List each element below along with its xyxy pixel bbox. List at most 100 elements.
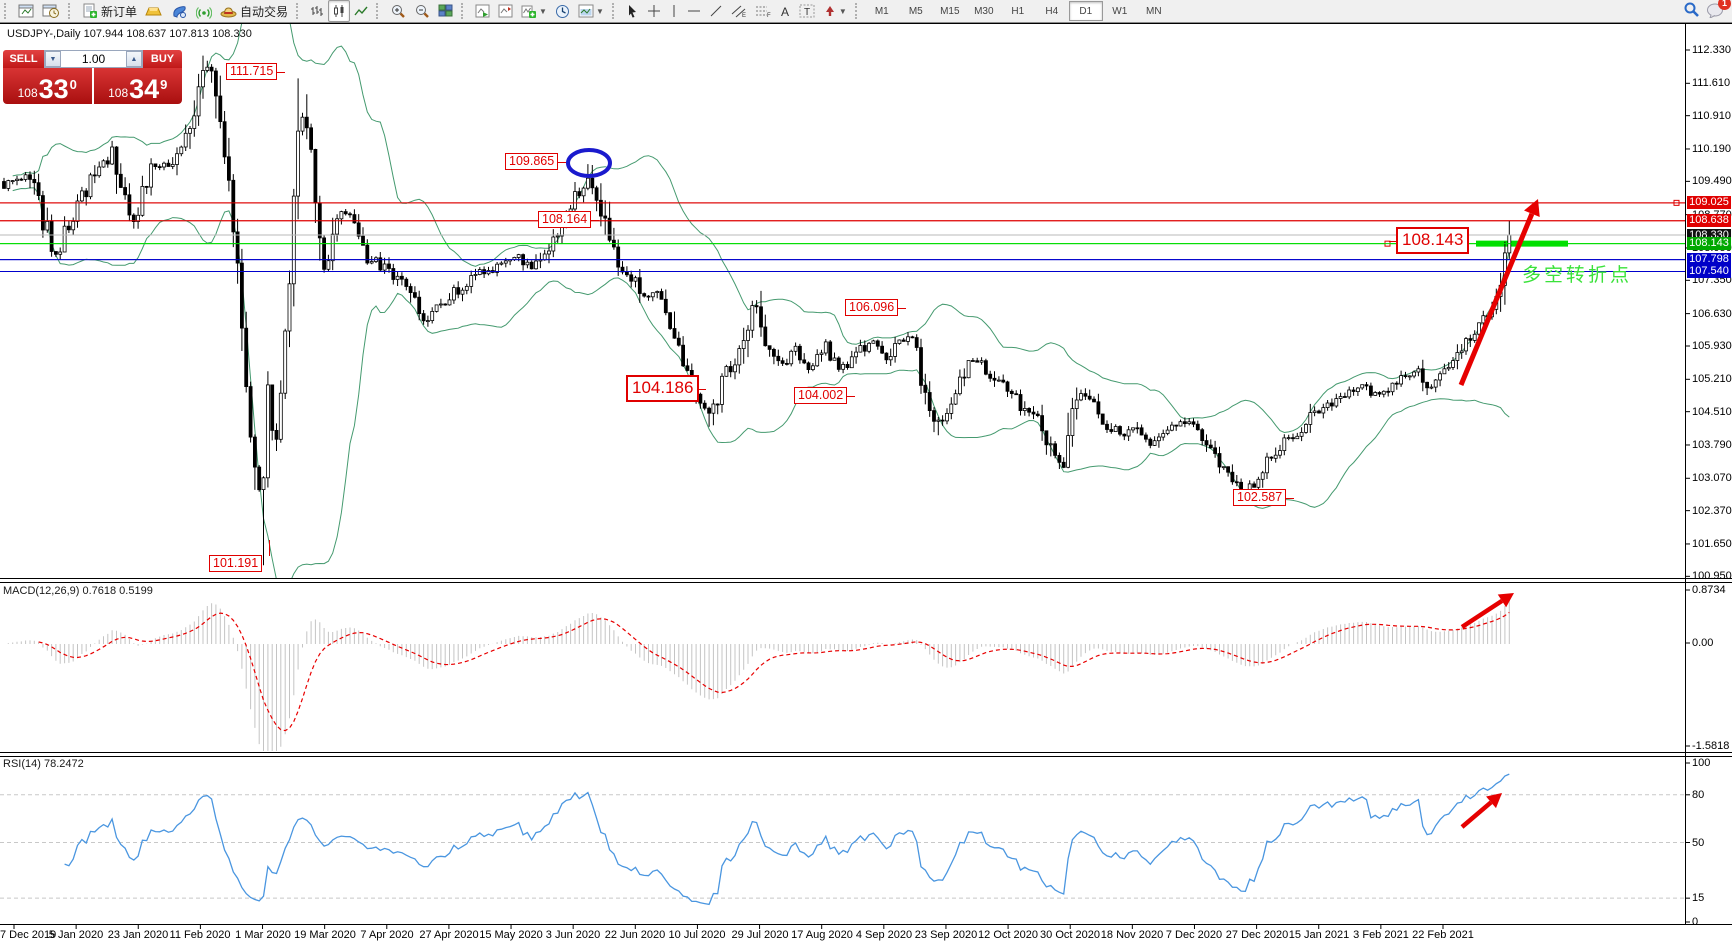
sell-button[interactable]: SELL bbox=[3, 50, 44, 68]
signals-button[interactable] bbox=[192, 0, 216, 22]
search-icon[interactable] bbox=[1683, 1, 1700, 21]
new-order-button[interactable]: 新订单 bbox=[78, 0, 141, 22]
new-order-icon bbox=[82, 3, 98, 19]
date-axis-label: 10 Jul 2020 bbox=[668, 929, 726, 941]
text-tool-button[interactable]: A bbox=[775, 0, 795, 22]
price-tag: 108.143 bbox=[1687, 237, 1731, 250]
trendline-icon bbox=[709, 4, 723, 18]
price-annotation[interactable]: 111.715 bbox=[226, 63, 286, 80]
zoom-in-button[interactable] bbox=[386, 0, 410, 22]
vertical-line-icon bbox=[669, 4, 679, 18]
date-axis-label: 7 Apr 2020 bbox=[360, 929, 414, 941]
label-tool-button[interactable]: T bbox=[795, 0, 819, 22]
date-axis-label: 29 Jul 2020 bbox=[731, 929, 789, 941]
text-label-icon: T bbox=[799, 4, 815, 18]
timeframe-m5[interactable]: M5 bbox=[908, 5, 923, 17]
autotrading-label: 自动交易 bbox=[240, 4, 289, 19]
price-axis-tick: 105.930 bbox=[1692, 340, 1732, 352]
chat-button[interactable]: 1 bbox=[1706, 0, 1731, 21]
timeframe-m30[interactable]: M30 bbox=[974, 5, 994, 17]
svg-text:F: F bbox=[767, 13, 771, 18]
zoom-out-button[interactable] bbox=[410, 0, 434, 22]
price-tag: 107.540 bbox=[1687, 265, 1731, 278]
macd-axis-tick: 0.8734 bbox=[1692, 584, 1726, 596]
price-annotation[interactable]: 104.002 bbox=[794, 387, 856, 404]
toolbar-grip bbox=[611, 3, 619, 19]
arrows-tool-button[interactable]: ▼ bbox=[819, 0, 851, 22]
date-axis-label: 4 Sep 2020 bbox=[855, 929, 913, 941]
auto-scroll-button[interactable] bbox=[471, 0, 494, 22]
timeframe-m1[interactable]: M1 bbox=[874, 5, 889, 17]
vertical-line-tool-button[interactable] bbox=[665, 0, 683, 22]
channel-tool-button[interactable]: E bbox=[727, 0, 751, 22]
market-button[interactable] bbox=[141, 0, 167, 22]
timeframe-d1[interactable]: D1 bbox=[1068, 1, 1103, 21]
price-annotation[interactable]: 106.096 bbox=[845, 299, 907, 316]
date-axis-label: 30 Oct 2020 bbox=[1040, 929, 1100, 941]
date-axis-label: 7 Dec 2020 bbox=[1165, 929, 1223, 941]
buy-button[interactable]: BUY bbox=[143, 50, 182, 68]
line-chart-button[interactable] bbox=[350, 0, 372, 22]
date-axis-label: 11 Feb 2020 bbox=[169, 929, 231, 941]
indicators-button[interactable]: ▼ bbox=[517, 0, 551, 22]
templates-icon bbox=[578, 4, 594, 18]
price-axis-tick: 100.950 bbox=[1692, 570, 1732, 582]
crosshair-tool-button[interactable] bbox=[643, 0, 665, 22]
new-chart-button[interactable] bbox=[14, 0, 38, 22]
price-annotation[interactable]: 104.186 bbox=[626, 375, 707, 402]
profiles-button[interactable] bbox=[38, 0, 64, 22]
volume-field: ▼ 1.00 ▲ bbox=[44, 50, 143, 68]
timeframe-h1[interactable]: H1 bbox=[1011, 5, 1025, 17]
buy-price-prefix: 108 bbox=[108, 86, 129, 100]
date-axis-label: 23 Jan 2020 bbox=[107, 929, 169, 941]
candlestick-chart-button[interactable] bbox=[328, 0, 351, 22]
price-tag: 107.798 bbox=[1687, 253, 1731, 266]
toolbar-grip bbox=[68, 3, 75, 19]
macd-axis-tick: -1.5818 bbox=[1692, 740, 1730, 752]
period-button[interactable] bbox=[551, 0, 574, 22]
dropdown-caret-icon: ▼ bbox=[595, 6, 604, 16]
timeframe-w1[interactable]: W1 bbox=[1112, 5, 1128, 17]
chat-icon bbox=[1706, 3, 1724, 21]
metaeditor-button[interactable] bbox=[167, 0, 192, 22]
sell-price[interactable]: 108 33 0 bbox=[3, 68, 92, 104]
clock-icon bbox=[555, 4, 570, 19]
crosshair-icon bbox=[647, 4, 661, 18]
tile-windows-icon bbox=[438, 4, 453, 18]
tile-windows-button[interactable] bbox=[434, 0, 457, 22]
bar-chart-button[interactable] bbox=[306, 0, 328, 22]
volume-down-button[interactable]: ▼ bbox=[45, 51, 61, 67]
timeframe-h4[interactable]: H4 bbox=[1045, 5, 1059, 17]
svg-text:A: A bbox=[781, 5, 789, 18]
timeframe-m15[interactable]: M15 bbox=[940, 5, 960, 17]
fibonacci-icon: F bbox=[755, 4, 771, 18]
volume-up-button[interactable]: ▲ bbox=[126, 51, 142, 67]
chart-shift-icon bbox=[498, 4, 513, 18]
autotrading-button[interactable]: 自动交易 bbox=[216, 0, 292, 22]
price-annotation[interactable]: 108.164 bbox=[538, 211, 600, 228]
date-axis-label: 23 Sep 2020 bbox=[914, 929, 978, 941]
trendline-tool-button[interactable] bbox=[705, 0, 727, 22]
volume-value[interactable]: 1.00 bbox=[81, 52, 106, 66]
toolbar-grip bbox=[296, 3, 303, 19]
price-annotation[interactable]: 109.865 bbox=[505, 153, 567, 170]
price-annotation[interactable]: 108.143 bbox=[1389, 227, 1470, 254]
fibonacci-tool-button[interactable]: F bbox=[751, 0, 775, 22]
line-chart-icon bbox=[354, 4, 368, 18]
price-axis-tick: 110.910 bbox=[1692, 110, 1731, 122]
price-annotation[interactable]: 102.587 bbox=[1233, 489, 1295, 506]
date-axis-label: 1 Mar 2020 bbox=[235, 929, 291, 941]
horizontal-line-tool-button[interactable] bbox=[683, 0, 705, 22]
templates-button[interactable]: ▼ bbox=[574, 0, 608, 22]
date-axis-label: 12 Oct 2020 bbox=[978, 929, 1038, 941]
chart-shift-button[interactable] bbox=[494, 0, 517, 22]
timeframe-mn[interactable]: MN bbox=[1146, 5, 1162, 17]
buy-price[interactable]: 108 34 9 bbox=[93, 68, 182, 104]
date-axis-label: 5 Jan 2020 bbox=[48, 929, 104, 941]
price-annotation[interactable]: 101.191 bbox=[209, 540, 271, 572]
cursor-tool-button[interactable] bbox=[622, 0, 643, 22]
candlestick-chart-icon bbox=[332, 4, 346, 18]
turning-point-annotation[interactable]: 多空转折点 bbox=[1522, 265, 1633, 286]
toolbar-grip bbox=[461, 3, 468, 19]
